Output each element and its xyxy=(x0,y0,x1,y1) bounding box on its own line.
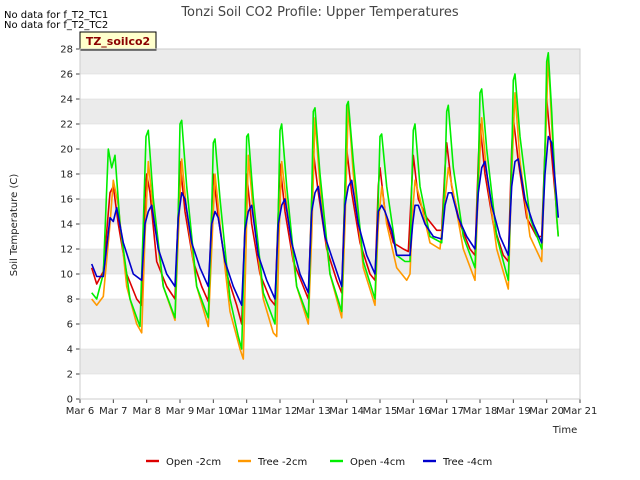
y-tick-label: 20 xyxy=(60,145,73,156)
y-tick-label: 24 xyxy=(60,95,73,106)
y-tick-label: 12 xyxy=(60,245,73,256)
dataset-badge-box xyxy=(79,31,157,51)
grid-band xyxy=(80,299,580,324)
grid-band xyxy=(80,99,580,124)
y-tick-label: 2 xyxy=(67,370,73,381)
legend-item: Tree -2cm xyxy=(238,457,307,468)
x-tick-label: Mar 15 xyxy=(363,406,398,417)
legend-item: Open -4cm xyxy=(330,457,405,468)
x-tick-label: Mar 6 xyxy=(66,406,94,417)
dataset-badge-label: TZ_soilco2 xyxy=(86,35,150,48)
no-data-note-1: No data for f_T2_TC1 xyxy=(4,10,108,21)
legend-label: Open -4cm xyxy=(350,457,405,468)
y-tick-label: 8 xyxy=(67,295,73,306)
legend-label: Tree -2cm xyxy=(257,457,307,468)
grid-band xyxy=(80,349,580,374)
y-tick-label: 14 xyxy=(60,220,73,231)
series-line-tree-4cm xyxy=(90,135,560,307)
y-axis-label: Soil Temperature (C) xyxy=(9,174,20,277)
x-tick-label: Mar 17 xyxy=(429,406,464,417)
grid-band xyxy=(80,49,580,74)
series-lines xyxy=(90,52,560,360)
x-tick-label: Mar 8 xyxy=(132,406,160,417)
dataset-badge: TZ_soilco2 xyxy=(79,31,157,51)
y-tick-label: 18 xyxy=(60,170,73,181)
grid-band xyxy=(80,199,580,224)
y-tick-label: 6 xyxy=(67,320,73,331)
y-tick-label: 22 xyxy=(60,120,73,131)
x-tick-label: Mar 12 xyxy=(263,406,298,417)
plot-frame xyxy=(79,48,581,400)
x-tick-label: Mar 21 xyxy=(563,406,598,417)
legend-item: Tree -4cm xyxy=(423,457,492,468)
legend: Open -2cm Tree -2cm Open -4cm Tree -4cm xyxy=(146,457,492,468)
y-tick-label: 4 xyxy=(67,345,73,356)
y-tick-label: 0 xyxy=(67,395,73,406)
chart-title: Tonzi Soil CO2 Profile: Upper Temperatur… xyxy=(180,5,459,20)
x-tick-label: Mar 16 xyxy=(396,406,431,417)
x-tick-label: Mar 14 xyxy=(329,406,364,417)
grid-band xyxy=(80,149,580,174)
x-tick-label: Mar 18 xyxy=(463,406,498,417)
x-tick-label: Mar 13 xyxy=(296,406,331,417)
y-tick-label: 10 xyxy=(60,270,73,281)
x-axis-label: Time xyxy=(552,425,577,436)
x-tick-label: Mar 19 xyxy=(496,406,531,417)
x-tick-label: Mar 7 xyxy=(99,406,127,417)
x-tick-label: Mar 11 xyxy=(229,406,264,417)
x-tick-label: Mar 9 xyxy=(166,406,194,417)
x-tick-label: Mar 20 xyxy=(529,406,564,417)
legend-item: Open -2cm xyxy=(146,457,221,468)
no-data-note-2: No data for f_T2_TC2 xyxy=(4,20,108,31)
x-tick-label: Mar 10 xyxy=(196,406,231,417)
legend-label: Tree -4cm xyxy=(442,457,492,468)
y-tick-label: 26 xyxy=(60,70,73,81)
y-tick-label: 16 xyxy=(60,195,73,206)
legend-label: Open -2cm xyxy=(166,457,221,468)
y-tick-label: 28 xyxy=(60,45,73,56)
